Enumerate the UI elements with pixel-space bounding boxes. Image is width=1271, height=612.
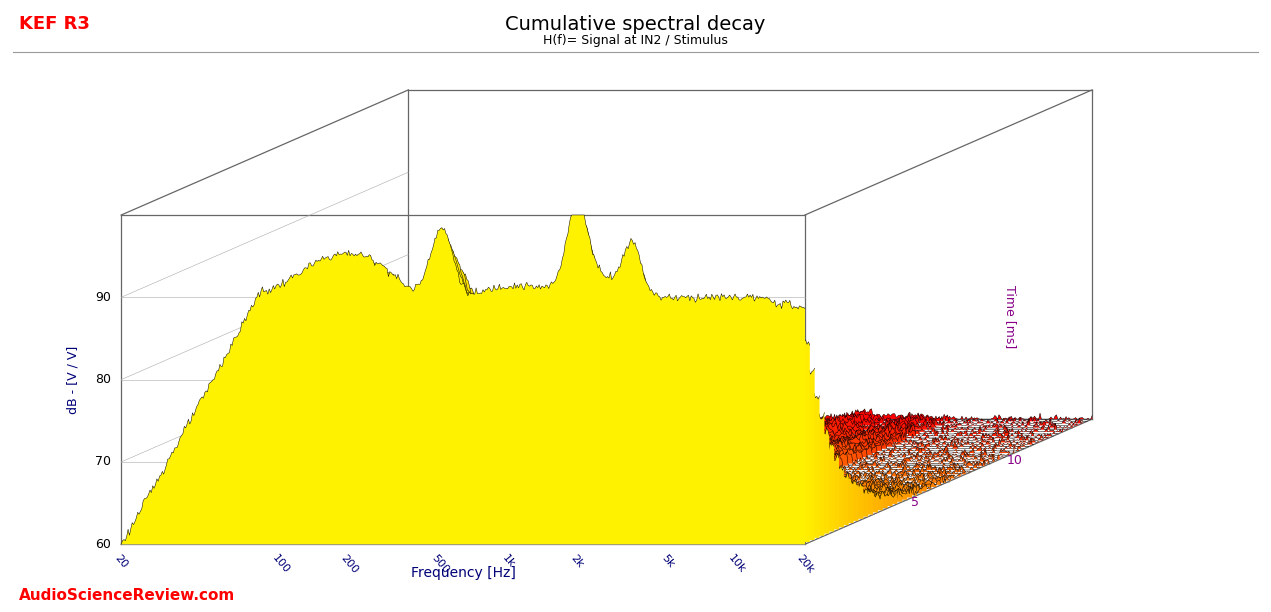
Polygon shape [203,335,887,508]
Polygon shape [365,375,1049,438]
Text: dB - [V / V]: dB - [V / V] [67,346,80,414]
Polygon shape [219,344,902,502]
Polygon shape [341,375,1024,449]
Polygon shape [350,375,1033,444]
Polygon shape [399,372,1083,424]
Polygon shape [316,375,999,460]
Polygon shape [170,308,854,523]
Polygon shape [389,373,1073,428]
Polygon shape [121,215,805,544]
Polygon shape [229,349,913,498]
Text: 20k: 20k [794,553,816,575]
Text: 90: 90 [95,291,111,304]
Polygon shape [379,373,1063,432]
Text: 20: 20 [113,553,130,570]
Polygon shape [375,375,1057,434]
Polygon shape [403,370,1087,421]
Polygon shape [165,304,849,525]
Polygon shape [208,338,892,506]
Polygon shape [296,371,980,468]
Polygon shape [200,330,883,510]
Polygon shape [277,368,961,476]
Text: Frequency [Hz]: Frequency [Hz] [411,565,516,580]
Text: Time [ms]: Time [ms] [1004,285,1017,349]
Polygon shape [355,376,1038,442]
Polygon shape [258,362,942,485]
Polygon shape [370,375,1054,436]
Polygon shape [243,356,927,491]
Text: 2k: 2k [569,553,585,569]
Polygon shape [194,328,878,512]
Polygon shape [131,244,815,540]
Polygon shape [394,370,1078,425]
Polygon shape [175,311,858,521]
Polygon shape [336,375,1019,451]
Text: 10k: 10k [726,553,747,575]
Polygon shape [287,370,971,472]
Polygon shape [150,287,834,531]
Polygon shape [136,262,820,538]
Polygon shape [360,376,1043,440]
Text: H(f)= Signal at IN2 / Stimulus: H(f)= Signal at IN2 / Stimulus [543,34,728,47]
Polygon shape [306,373,990,464]
Text: AudioScienceReview.com: AudioScienceReview.com [19,588,235,603]
Polygon shape [267,364,951,480]
Polygon shape [160,299,844,528]
Polygon shape [141,272,825,536]
Polygon shape [253,360,937,487]
Text: 200: 200 [338,553,360,575]
Polygon shape [301,373,985,466]
Polygon shape [346,376,1028,447]
Polygon shape [248,357,932,489]
Text: 10: 10 [1007,454,1022,468]
Polygon shape [126,222,810,542]
Text: 70: 70 [95,455,111,468]
Polygon shape [408,371,1092,419]
Polygon shape [320,374,1004,457]
Text: 80: 80 [95,373,111,386]
Polygon shape [189,326,873,515]
Text: 5: 5 [911,496,919,509]
Polygon shape [272,367,956,479]
Polygon shape [233,353,916,496]
Polygon shape [155,292,839,529]
Polygon shape [262,364,946,483]
Text: 100: 100 [269,553,291,575]
Polygon shape [179,317,863,519]
Polygon shape [224,346,907,499]
Polygon shape [238,355,921,493]
Polygon shape [282,369,966,474]
Polygon shape [330,373,1014,453]
Text: 5k: 5k [660,553,676,569]
Polygon shape [146,280,829,534]
Text: 1k: 1k [501,553,516,569]
Text: 60: 60 [95,538,111,551]
Text: Cumulative spectral decay: Cumulative spectral decay [506,15,765,34]
Polygon shape [184,319,868,517]
Polygon shape [325,375,1009,455]
Polygon shape [384,373,1068,430]
Polygon shape [214,341,897,504]
Polygon shape [291,371,975,470]
Text: KEF R3: KEF R3 [19,15,90,33]
Text: 500: 500 [430,553,450,575]
Polygon shape [311,373,995,461]
